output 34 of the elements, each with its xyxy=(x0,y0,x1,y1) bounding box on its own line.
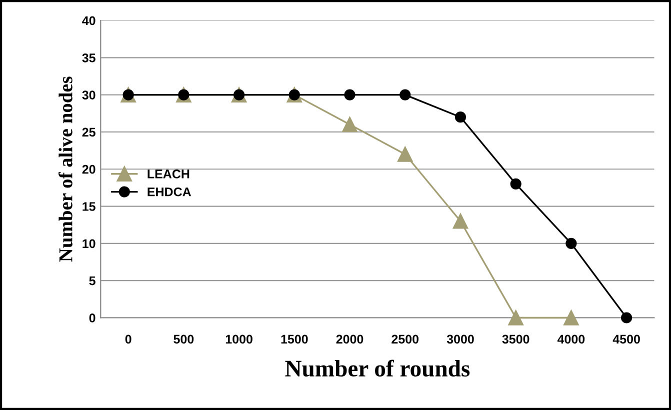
x-tick-label: 3000 xyxy=(446,334,474,344)
x-tick-label: 500 xyxy=(174,334,194,344)
y-tick-label: 40 xyxy=(82,16,96,26)
y-axis-title: Number of alive nodes xyxy=(58,76,72,262)
y-tick-label: 30 xyxy=(82,90,96,100)
y-tick-label: 20 xyxy=(82,164,96,174)
y-tick-label: 10 xyxy=(82,239,96,248)
x-tick-label: 2000 xyxy=(336,334,364,344)
legend-label: LEACH xyxy=(148,170,190,178)
point xyxy=(566,238,577,249)
x-tick-label: 2500 xyxy=(392,334,419,344)
point xyxy=(508,310,524,326)
x-axis-title: Number of rounds xyxy=(285,360,470,377)
y-tick-label: 15 xyxy=(82,202,96,211)
x-tick-label: 4500 xyxy=(612,334,640,344)
y-tick-label: 35 xyxy=(82,53,96,62)
point xyxy=(344,89,356,100)
x-tick-label: 0 xyxy=(125,334,132,344)
point xyxy=(564,310,579,326)
point xyxy=(452,214,468,229)
point xyxy=(342,116,358,132)
y-tick-label: 25 xyxy=(82,128,96,137)
y-tick-label: 0 xyxy=(89,314,96,322)
x-tick-label: 3500 xyxy=(502,334,530,344)
point xyxy=(400,89,411,100)
point xyxy=(510,178,522,190)
legend-label: EHDCA xyxy=(148,187,192,196)
point xyxy=(454,112,466,123)
point xyxy=(397,146,413,162)
y-tick-label: 5 xyxy=(89,276,96,286)
x-tick-label: 4000 xyxy=(557,334,585,344)
x-tick-label: 1000 xyxy=(226,334,252,344)
point xyxy=(620,312,632,324)
x-tick-label: 1500 xyxy=(281,334,308,344)
